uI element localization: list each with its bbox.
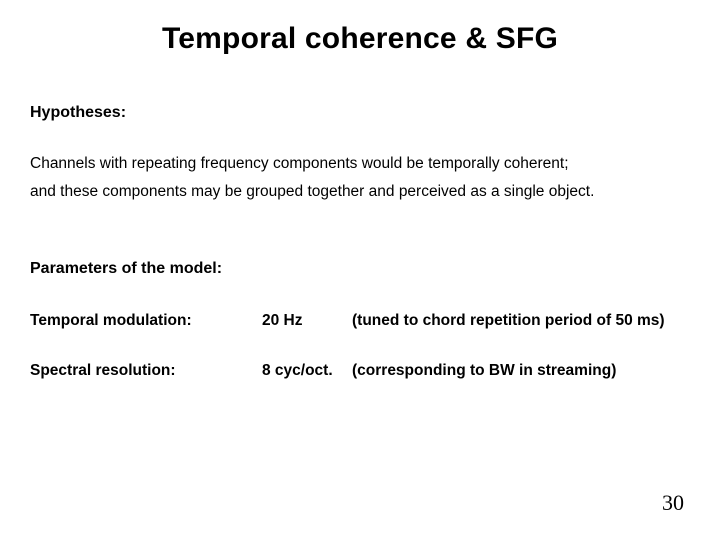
parameters-heading: Parameters of the model: [30, 260, 222, 278]
hypotheses-line-1: Channels with repeating frequency compon… [30, 155, 569, 173]
parameter-value: 8 cyc/oct. [262, 362, 352, 380]
parameter-row: Spectral resolution: 8 cyc/oct. (corresp… [30, 362, 690, 380]
hypotheses-heading: Hypotheses: [30, 104, 126, 122]
parameter-label: Spectral resolution: [30, 362, 262, 380]
page-number: 30 [662, 490, 684, 516]
parameter-value: 20 Hz [262, 312, 352, 330]
parameter-note: (tuned to chord repetition period of 50 … [352, 312, 690, 330]
slide-title: Temporal coherence & SFG [0, 22, 720, 56]
parameter-note: (corresponding to BW in streaming) [352, 362, 690, 380]
parameter-label: Temporal modulation: [30, 312, 262, 330]
hypotheses-line-2: and these components may be grouped toge… [30, 183, 594, 201]
slide: Temporal coherence & SFG Hypotheses: Cha… [0, 0, 720, 540]
parameter-row: Temporal modulation: 20 Hz (tuned to cho… [30, 312, 690, 330]
